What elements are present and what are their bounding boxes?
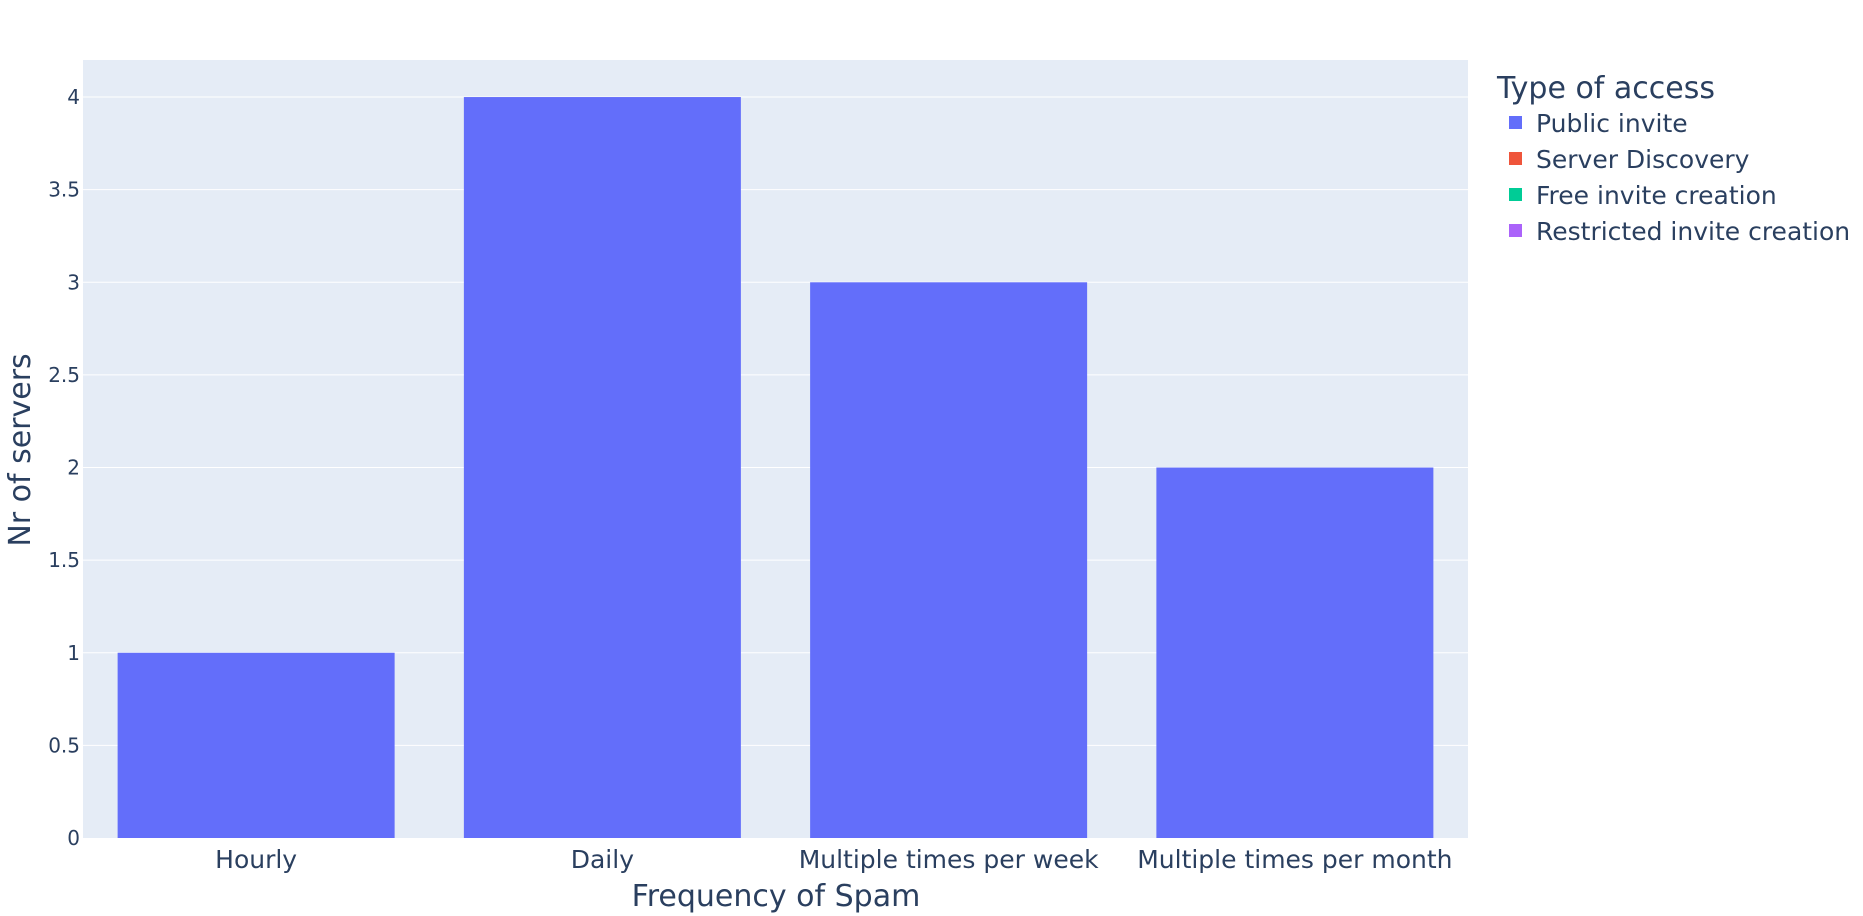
- bar[interactable]: [117, 652, 395, 838]
- legend-swatch: [1509, 116, 1522, 129]
- legend-label: Server Discovery: [1536, 145, 1750, 174]
- x-tick-label: Daily: [571, 845, 634, 874]
- y-axis-title: Nr of servers: [3, 353, 38, 546]
- y-tick-label: 0: [67, 826, 80, 850]
- legend-item[interactable]: Restricted invite creation: [1509, 217, 1850, 246]
- legend-item[interactable]: Server Discovery: [1509, 145, 1750, 174]
- y-tick-label: 1.5: [48, 548, 80, 572]
- legend-label: Public invite: [1536, 109, 1688, 138]
- x-tick-labels: Hourly Daily Multiple times per week Multip…: [215, 845, 1452, 874]
- y-tick-label: 3: [67, 270, 80, 294]
- legend-item[interactable]: Public invite: [1509, 109, 1688, 138]
- bar[interactable]: [810, 282, 1088, 838]
- x-tick-label: Multiple times per week: [799, 845, 1099, 874]
- legend-label: Free invite creation: [1536, 181, 1777, 210]
- y-tick-label: 1: [67, 641, 80, 665]
- bars: [117, 97, 1434, 839]
- y-tick-label: 2.5: [48, 363, 80, 387]
- bar[interactable]: [1156, 467, 1434, 838]
- x-tick-label: Multiple times per month: [1137, 845, 1452, 874]
- legend-title: Type of access: [1496, 71, 1715, 106]
- legend-item[interactable]: Free invite creation: [1509, 181, 1777, 210]
- y-tick-labels: 0 0.5 1 1.5 2 2.5 3 3.5 4: [48, 85, 80, 850]
- bar[interactable]: [463, 97, 741, 839]
- legend: Type of access Public invite Server Disco…: [1496, 71, 1850, 246]
- legend-label: Restricted invite creation: [1536, 217, 1850, 246]
- y-tick-label: 4: [67, 85, 80, 109]
- y-tick-label: 3.5: [48, 178, 80, 202]
- legend-swatch: [1509, 152, 1522, 165]
- y-tick-label: 2: [67, 456, 80, 480]
- x-axis-title: Frequency of Spam: [632, 879, 921, 914]
- legend-swatch: [1509, 224, 1522, 237]
- legend-swatch: [1509, 188, 1522, 201]
- x-tick-label: Hourly: [215, 845, 297, 874]
- y-tick-label: 0.5: [48, 733, 80, 757]
